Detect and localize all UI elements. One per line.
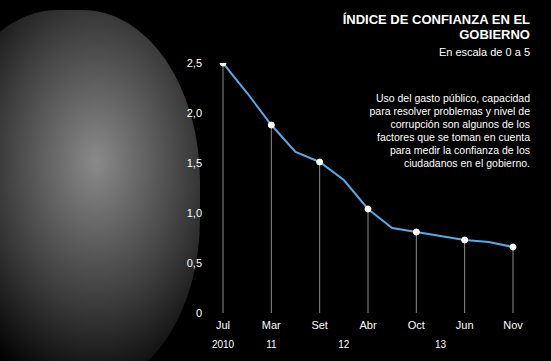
svg-text:2,0: 2,0 xyxy=(187,107,202,119)
html-text:En escala de 0 a 5: En escala de 0 a 5 xyxy=(438,46,530,58)
svg-text:0,5: 0,5 xyxy=(187,257,202,269)
svg-text:Set: Set xyxy=(311,319,328,331)
svg-text:Nov: Nov xyxy=(503,319,523,331)
svg-text:1,0: 1,0 xyxy=(187,207,202,219)
html-text:Uso del gasto público, capacid: Uso del gasto público, capacidad para re… xyxy=(369,92,530,169)
svg-text:11: 11 xyxy=(266,339,277,350)
svg-text:Jun: Jun xyxy=(456,319,474,331)
svg-text:13: 13 xyxy=(435,339,447,350)
svg-text:12: 12 xyxy=(338,339,350,350)
svg-text:2,5: 2,5 xyxy=(187,57,202,69)
svg-text:Jul: Jul xyxy=(216,319,230,331)
svg-text:Abr: Abr xyxy=(359,319,376,331)
svg-text:1,5: 1,5 xyxy=(187,157,202,169)
svg-text:Oct: Oct xyxy=(408,319,425,331)
svg-text:Mar: Mar xyxy=(262,319,281,331)
html-text:ÍNDICE DE CONFIANZA EN EL GOBI: ÍNDICE DE CONFIANZA EN EL GOBIERNO xyxy=(342,12,530,42)
svg-text:0: 0 xyxy=(196,307,202,319)
svg-text:2010: 2010 xyxy=(212,339,235,350)
